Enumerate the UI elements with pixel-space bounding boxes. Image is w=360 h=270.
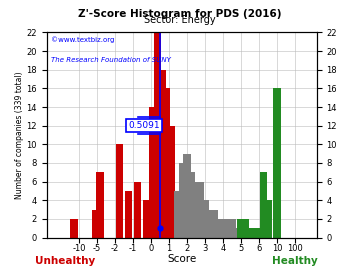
Bar (134, 182, 141, 238)
Bar (274, 210, 281, 238)
Bar (197, 182, 204, 238)
Text: Sector: Energy: Sector: Energy (144, 15, 216, 25)
Bar (193, 182, 200, 238)
Bar (264, 200, 272, 238)
Y-axis label: Number of companies (339 total): Number of companies (339 total) (15, 71, 24, 199)
Bar (70, 219, 78, 238)
Bar (188, 172, 195, 238)
X-axis label: Score: Score (167, 254, 197, 264)
Bar (179, 163, 186, 238)
Bar (257, 228, 265, 238)
Bar (125, 191, 132, 238)
Text: Unhealthy: Unhealthy (35, 256, 95, 266)
Bar (233, 228, 240, 238)
Text: Healthy: Healthy (272, 256, 318, 266)
Bar (251, 228, 258, 238)
Bar (237, 219, 245, 238)
Bar (184, 154, 191, 238)
Bar (206, 210, 213, 238)
Text: ©www.textbiz.org: ©www.textbiz.org (51, 36, 114, 43)
Bar (167, 126, 175, 238)
Bar (96, 172, 104, 238)
Bar (202, 200, 209, 238)
Bar (91, 210, 99, 238)
Bar (228, 219, 236, 238)
Bar (215, 219, 222, 238)
Bar (116, 144, 123, 238)
Bar (154, 32, 161, 238)
Bar (210, 210, 218, 238)
Bar (242, 219, 249, 238)
Bar (149, 107, 157, 238)
Text: The Research Foundation of SUNY: The Research Foundation of SUNY (51, 57, 171, 63)
Bar (274, 88, 281, 238)
Text: Z'-Score Histogram for PDS (2016): Z'-Score Histogram for PDS (2016) (78, 9, 282, 19)
Bar (258, 228, 266, 238)
Bar (175, 191, 182, 238)
Bar (256, 228, 264, 238)
Bar (224, 219, 231, 238)
Text: 0.5091: 0.5091 (129, 121, 160, 130)
Bar (220, 219, 227, 238)
Bar (246, 228, 254, 238)
Bar (143, 200, 150, 238)
Bar (163, 88, 170, 238)
Bar (158, 70, 166, 238)
Bar (260, 172, 267, 238)
